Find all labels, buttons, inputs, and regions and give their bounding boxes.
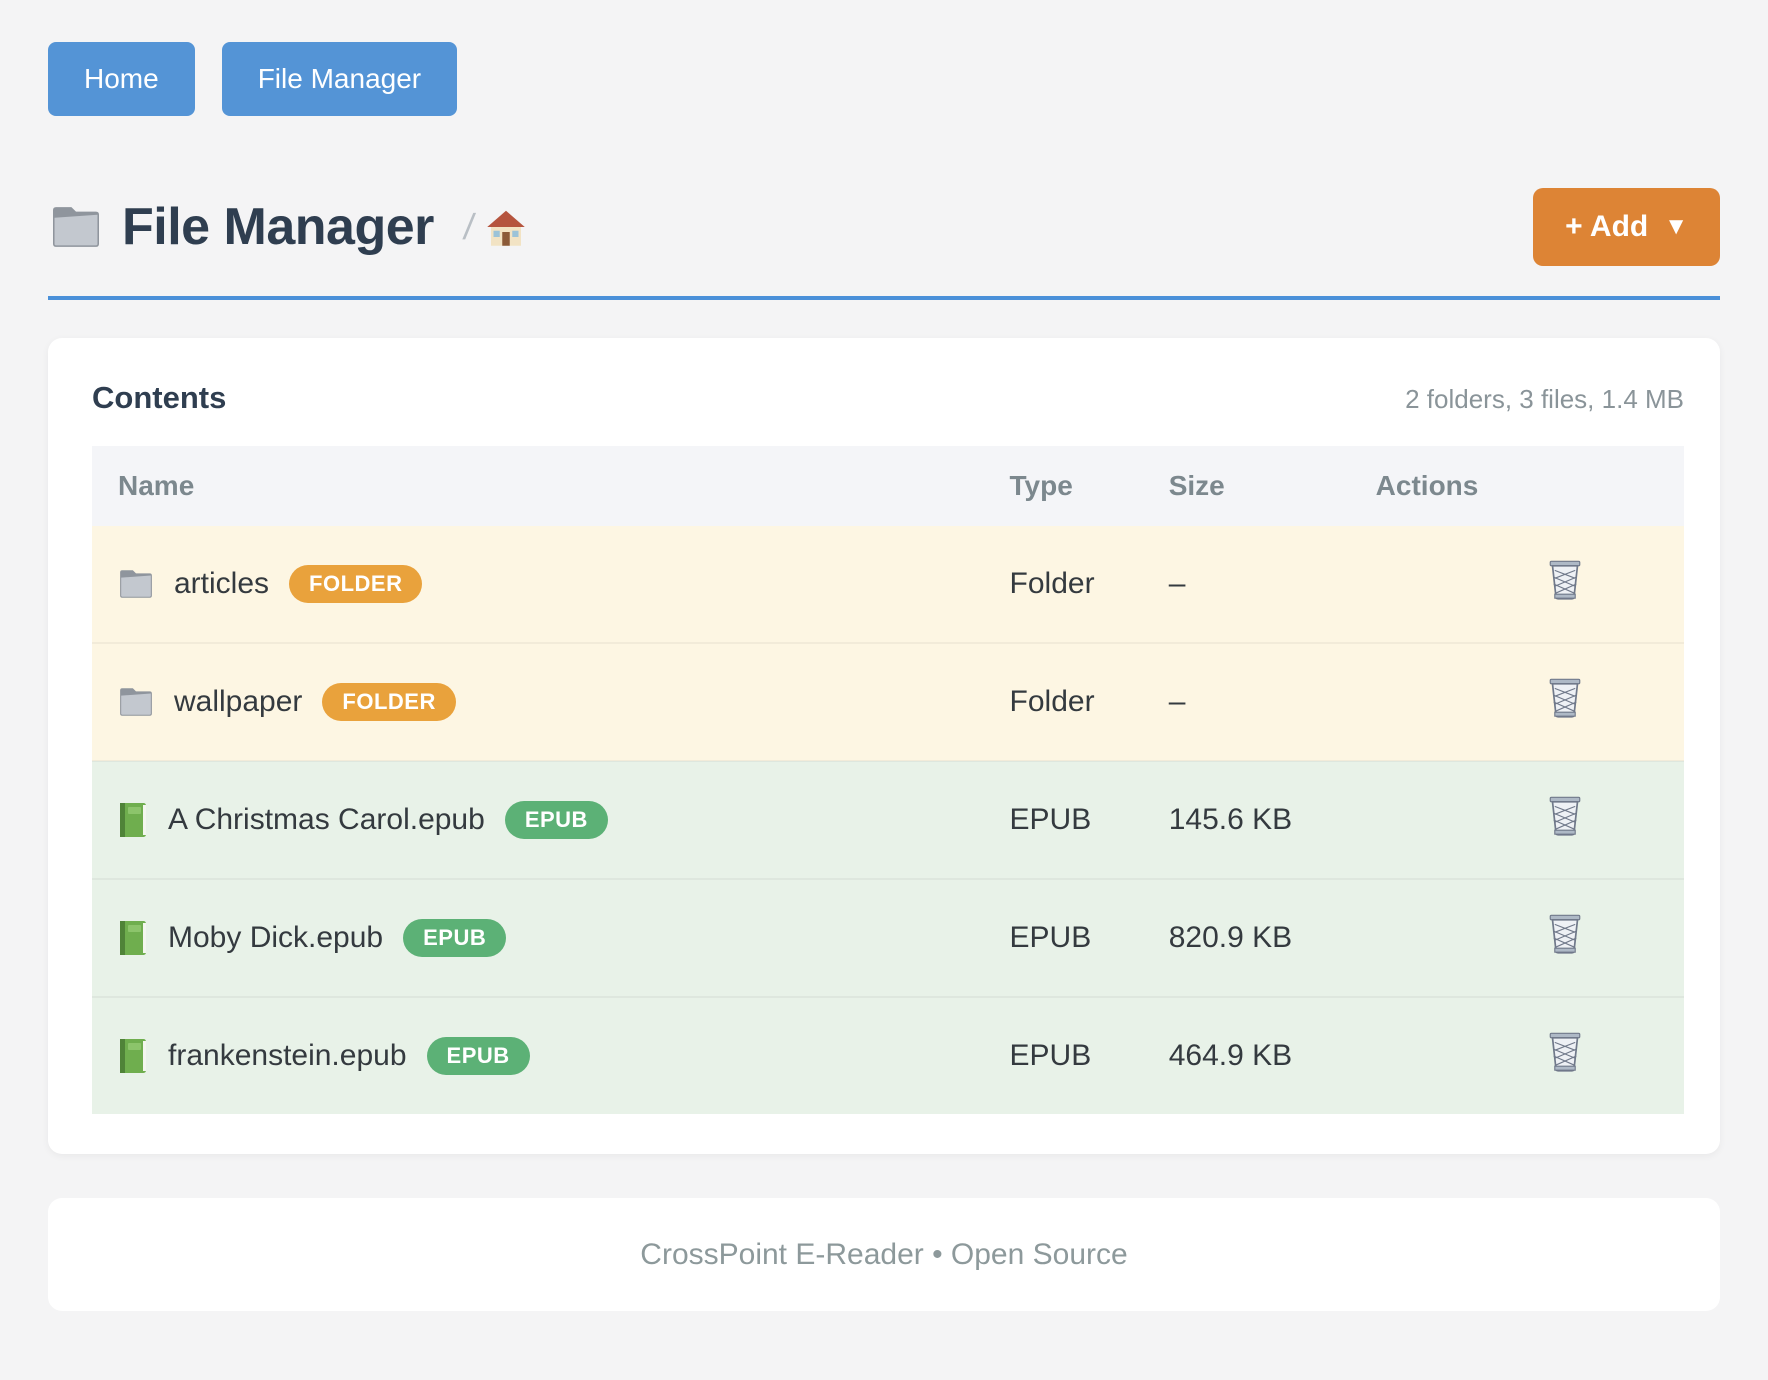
file-type: EPUB [983, 760, 1143, 879]
file-manager-page: Home File Manager File Manager / + Add ▼… [48, 42, 1720, 1311]
title-group: File Manager / [48, 197, 526, 257]
delete-button[interactable] [1546, 1031, 1584, 1076]
top-nav: Home File Manager [48, 42, 1720, 116]
file-name: wallpaper [174, 685, 303, 718]
breadcrumb-separator: / [461, 206, 477, 247]
file-name-link[interactable]: Moby Dick.epub EPUB [118, 919, 984, 957]
folder-icon [120, 570, 152, 598]
file-name-link[interactable]: articles FOLDER [118, 565, 984, 603]
green-book-icon [120, 803, 146, 837]
file-name: Moby Dick.epub [168, 921, 384, 954]
nav-home-button[interactable]: Home [48, 42, 195, 116]
file-type: EPUB [983, 878, 1143, 997]
epub-badge: EPUB [403, 919, 507, 957]
trash-icon [1549, 678, 1581, 718]
file-size: – [1142, 642, 1350, 761]
files-table: Name Type Size Actions articles FOLDER [92, 446, 1684, 1114]
footer-text: CrossPoint E-Reader • Open Source [640, 1237, 1128, 1271]
folder-badge: FOLDER [289, 565, 423, 603]
epub-badge: EPUB [426, 1037, 530, 1075]
column-header-actions: Actions [1349, 446, 1684, 526]
table-row: wallpaper FOLDER Folder – [92, 642, 1684, 761]
file-name-link[interactable]: A Christmas Carol.epub EPUB [118, 801, 984, 839]
contents-card: Contents 2 folders, 3 files, 1.4 MB Name… [48, 338, 1720, 1154]
table-row: Moby Dick.epub EPUB EPUB 820.9 KB [92, 878, 1684, 997]
breadcrumb: / [461, 206, 526, 248]
folder-badge: FOLDER [322, 683, 456, 721]
epub-badge: EPUB [504, 801, 608, 839]
file-name: articles [174, 567, 270, 600]
green-book-icon [120, 1039, 146, 1073]
header-divider [48, 296, 1720, 300]
folder-icon [120, 688, 152, 716]
file-type: Folder [983, 642, 1143, 761]
contents-summary: 2 folders, 3 files, 1.4 MB [1405, 384, 1684, 414]
house-icon[interactable] [486, 208, 526, 246]
page-header: File Manager / + Add ▼ [48, 188, 1720, 266]
trash-icon [1549, 914, 1581, 954]
green-book-icon [120, 921, 146, 955]
file-name: frankenstein.epub [168, 1039, 407, 1072]
footer: CrossPoint E-Reader • Open Source [48, 1198, 1720, 1311]
add-button[interactable]: + Add ▼ [1533, 188, 1720, 266]
delete-button[interactable] [1546, 795, 1584, 840]
file-name-link[interactable]: frankenstein.epub EPUB [118, 1037, 984, 1075]
table-row: frankenstein.epub EPUB EPUB 464.9 KB [92, 996, 1684, 1114]
trash-icon [1549, 1032, 1581, 1072]
delete-button[interactable] [1546, 677, 1584, 722]
file-size: 464.9 KB [1142, 996, 1350, 1114]
table-row: A Christmas Carol.epub EPUB EPUB 145.6 K… [92, 760, 1684, 879]
trash-icon [1549, 796, 1581, 836]
table-header-row: Name Type Size Actions [92, 446, 1684, 526]
folder-icon [53, 207, 99, 247]
add-button-label: + Add [1565, 210, 1649, 243]
page-title: File Manager [122, 198, 434, 256]
file-size: – [1168, 567, 1186, 600]
file-type: EPUB [983, 996, 1143, 1114]
contents-card-header: Contents 2 folders, 3 files, 1.4 MB [92, 380, 1684, 416]
file-type: Folder [1009, 567, 1095, 600]
contents-heading: Contents [92, 380, 227, 415]
column-header-size: Size [1142, 446, 1350, 526]
file-name: A Christmas Carol.epub [168, 803, 485, 836]
column-header-type: Type [983, 446, 1143, 526]
file-name-link[interactable]: wallpaper FOLDER [118, 683, 984, 721]
delete-button[interactable] [1546, 559, 1584, 604]
trash-icon [1549, 560, 1581, 600]
column-header-name: Name [92, 446, 984, 526]
table-row: articles FOLDER Folder – [92, 526, 1684, 643]
delete-button[interactable] [1546, 913, 1584, 958]
chevron-down-icon: ▼ [1664, 213, 1688, 240]
file-size: 820.9 KB [1142, 878, 1350, 997]
file-size: 145.6 KB [1142, 760, 1350, 879]
nav-file-manager-button[interactable]: File Manager [221, 42, 458, 116]
